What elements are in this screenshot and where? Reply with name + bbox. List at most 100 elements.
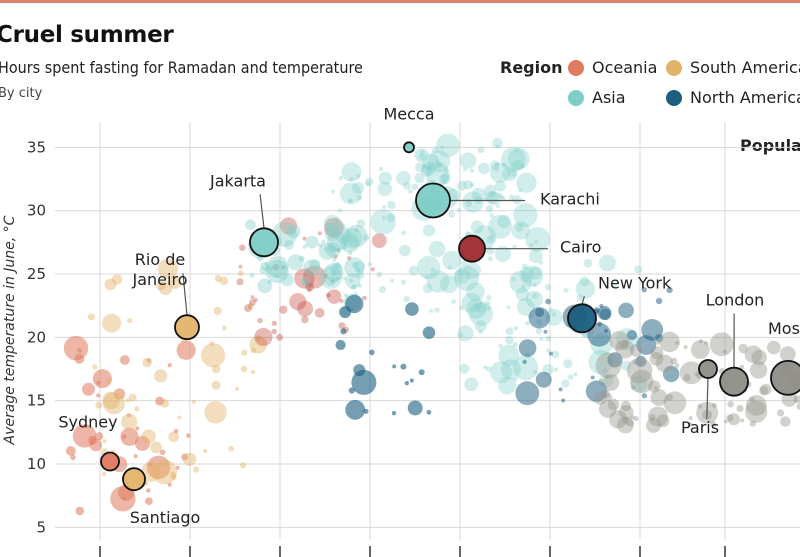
city-bubble bbox=[340, 233, 360, 253]
city-bubble bbox=[348, 278, 354, 283]
legend-label-south-america: South America bbox=[690, 58, 800, 77]
city-bubble bbox=[102, 439, 107, 444]
city-bubble bbox=[511, 221, 530, 240]
city-bubble bbox=[347, 256, 352, 261]
city-bubble bbox=[670, 357, 678, 365]
city-bubble bbox=[486, 366, 492, 372]
city-label-london: London bbox=[706, 291, 765, 310]
city-bubble bbox=[457, 269, 465, 277]
city-bubble bbox=[342, 276, 347, 281]
city-bubble bbox=[539, 337, 544, 341]
y-tick-label: 5 bbox=[36, 518, 46, 536]
legend-item-south-america: South America bbox=[666, 58, 800, 77]
city-bubble bbox=[759, 386, 769, 396]
city-bubble bbox=[518, 339, 537, 357]
city-bubble bbox=[168, 276, 181, 289]
city-bubble bbox=[135, 426, 140, 431]
city-bubble bbox=[442, 179, 448, 184]
city-bubble bbox=[751, 349, 767, 366]
legend-swatch-south-america bbox=[666, 59, 682, 76]
city-bubble bbox=[357, 283, 362, 288]
city-bubble bbox=[284, 240, 294, 250]
city-bubble bbox=[301, 315, 309, 324]
city-bubble bbox=[469, 302, 494, 326]
city-bubble bbox=[512, 244, 517, 249]
legend-item-north-america: North America bbox=[666, 88, 800, 107]
city-bubble bbox=[77, 348, 82, 353]
city-label-jakarta: Jakarta bbox=[209, 171, 266, 190]
city-bubble bbox=[204, 401, 227, 424]
city-bubble bbox=[345, 224, 368, 248]
city-bubble bbox=[793, 395, 800, 404]
city-bubble bbox=[257, 317, 263, 324]
city-bubble bbox=[612, 283, 617, 288]
city-bubble bbox=[325, 226, 340, 242]
city-bubble bbox=[176, 340, 196, 360]
city-bubble bbox=[453, 265, 480, 291]
city-bubble bbox=[355, 173, 361, 179]
city-label-new-york: New York bbox=[598, 273, 672, 292]
city-bubble bbox=[409, 378, 414, 383]
city-bubble bbox=[749, 420, 756, 427]
city-bubble bbox=[92, 364, 98, 370]
city-bubble bbox=[356, 267, 361, 272]
city-bubble bbox=[466, 298, 487, 319]
city-bubble bbox=[587, 322, 612, 347]
city-bubble bbox=[238, 264, 243, 269]
city-bubble bbox=[327, 231, 347, 252]
city-bubble bbox=[515, 381, 540, 406]
city-bubble bbox=[538, 260, 544, 265]
city-bubble bbox=[609, 331, 629, 351]
city-bubble bbox=[345, 273, 361, 289]
city-bubble bbox=[95, 432, 104, 441]
legend-swatch-oceania bbox=[568, 59, 584, 76]
city-bubble bbox=[405, 302, 419, 316]
city-bubble bbox=[338, 176, 343, 181]
city-bubble bbox=[477, 146, 485, 154]
city-bubble bbox=[286, 224, 301, 239]
city-label-moscow: Moscow bbox=[768, 319, 800, 338]
city-bubble bbox=[422, 224, 436, 237]
city-bubble bbox=[247, 303, 254, 310]
city-bubble bbox=[497, 193, 502, 198]
city-bubble bbox=[209, 341, 215, 346]
city-bubble bbox=[343, 243, 348, 248]
city-bubble bbox=[641, 287, 647, 293]
chart-subtitle: Hours spent fasting for Ramadan and temp… bbox=[0, 58, 363, 77]
city-bubble bbox=[240, 365, 248, 373]
city-bubble bbox=[121, 413, 138, 430]
city-bubble bbox=[323, 214, 341, 232]
city-bubble bbox=[674, 363, 680, 368]
city-bubble bbox=[663, 391, 687, 415]
city-label-karachi: Karachi bbox=[540, 190, 600, 209]
city-marker-jakarta bbox=[249, 227, 279, 258]
city-bubble bbox=[294, 268, 315, 289]
city-bubble bbox=[341, 162, 362, 182]
city-bubble bbox=[158, 281, 173, 295]
city-bubble bbox=[620, 400, 632, 412]
city-bubble bbox=[236, 278, 244, 286]
city-bubble bbox=[401, 230, 406, 235]
city-bubble bbox=[146, 455, 171, 480]
city-bubble bbox=[177, 415, 182, 420]
city-bubble bbox=[356, 219, 366, 228]
city-bubble bbox=[348, 387, 355, 394]
city-bubble bbox=[239, 244, 246, 251]
city-bubble bbox=[497, 214, 511, 229]
city-bubble bbox=[347, 198, 353, 203]
city-bubble bbox=[597, 321, 602, 327]
city-bubble bbox=[630, 369, 654, 394]
city-bubble bbox=[457, 332, 463, 338]
city-bubble bbox=[518, 188, 523, 193]
city-bubble bbox=[335, 339, 346, 351]
city-bubble bbox=[381, 215, 386, 220]
city-bubble bbox=[598, 378, 604, 384]
city-bubble bbox=[563, 287, 569, 293]
city-bubble bbox=[392, 364, 397, 369]
city-bubble bbox=[351, 261, 359, 269]
city-bubble bbox=[272, 263, 280, 271]
city-bubble bbox=[621, 340, 629, 349]
city-bubble bbox=[639, 361, 644, 366]
city-bubble bbox=[111, 274, 123, 285]
city-bubble bbox=[683, 373, 691, 382]
